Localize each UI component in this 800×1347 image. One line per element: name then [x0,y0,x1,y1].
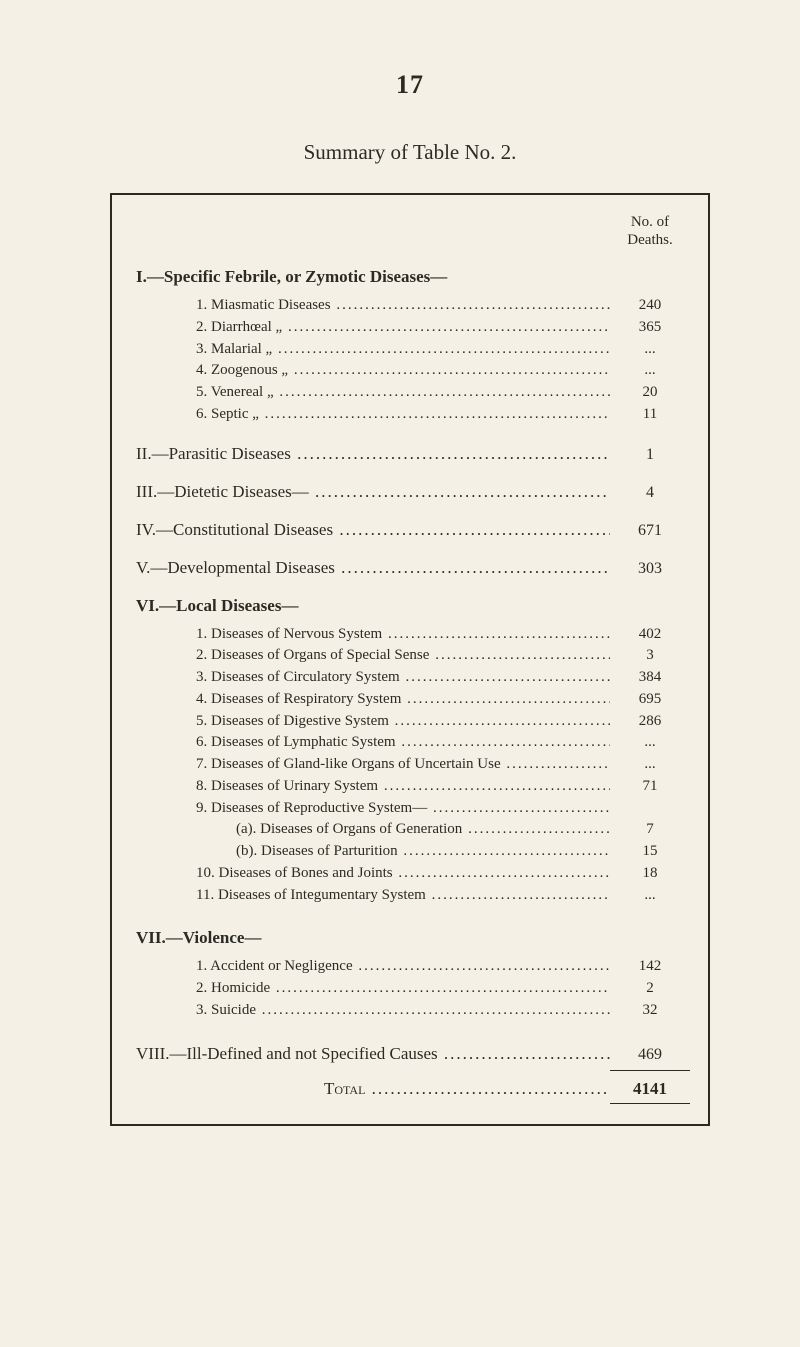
section-I-head: I.—Specific Febrile, or Zymotic Diseases… [136,267,690,287]
sec-VI-item2-0-label: 10. Diseases of Bones and Joints [136,863,610,885]
sec-VI-item-3-label: 4. Diseases of Respiratory System [136,689,610,711]
sec-I-item-2-label: 3. Malarial „ [136,339,610,361]
page-number: 17 [110,70,710,100]
sec-VI-item2-1-val: ... [610,885,690,907]
section-IV-val: 671 [610,522,690,540]
sec-VI-item-4-val: 286 [610,711,690,733]
sec-VI-sub-1-label: (b). Diseases of Parturition [136,841,610,863]
sec-VI-sub-0: (a). Diseases of Organs of Generation7 [136,819,690,841]
sec-I-item-0-val: 240 [610,295,690,317]
sec-VI-item-5: 6. Diseases of Lymphatic System... [136,732,690,754]
sec-VII-item-1-val: 2 [610,978,690,1000]
sec-I-item-1-label: 2. Diarrhœal „ [136,317,610,339]
sec-VI-item2-0: 10. Diseases of Bones and Joints18 [136,863,690,885]
sec-I-item-3: 4. Zoogenous „... [136,360,690,382]
sec-I-item-4-val: 20 [610,382,690,404]
section-VII-head: VII.—Violence— [136,928,690,948]
sec-I-item-4: 5. Venereal „20 [136,382,690,404]
sec-VII-item-2: 3. Suicide32 [136,1000,690,1022]
section-II: II.—Parasitic Diseases 1 [136,444,690,464]
section-V: V.—Developmental Diseases 303 [136,558,690,578]
sec-I-item-3-val: ... [610,360,690,382]
sec-I-item-3-label: 4. Zoogenous „ [136,360,610,382]
sec-I-item-5-label: 6. Septic „ [136,404,610,426]
sec-VII-item-0: 1. Accident or Negligence142 [136,956,690,978]
sec-VI-item-6-label: 7. Diseases of Gland-like Organs of Unce… [136,754,610,776]
sec-VI-sub-1-val: 15 [610,841,690,863]
summary-table: No. of Deaths. I.—Specific Febrile, or Z… [110,193,710,1126]
sec-VI-item-2-val: 384 [610,667,690,689]
sec-VI-item-1: 2. Diseases of Organs of Special Sense3 [136,645,690,667]
sec-I-item-5-val: 11 [610,404,690,426]
sec-VI-item-2-label: 3. Diseases of Circulatory System [136,667,610,689]
sec-VI-item-2: 3. Diseases of Circulatory System384 [136,667,690,689]
sec-VI-sub-0-label: (a). Diseases of Organs of Generation [136,819,610,841]
total-label: Total [324,1079,610,1099]
sec-VI-item-8-label: 9. Diseases of Reproductive System— [136,798,610,820]
section-VI-head: VI.—Local Diseases— [136,596,690,616]
sec-VI-item2-0-val: 18 [610,863,690,885]
col-header-deaths: No. of Deaths. [610,213,690,249]
sec-VI-item-8: 9. Diseases of Reproductive System— [136,798,690,820]
section-IV: IV.—Constitutional Diseases 671 [136,520,690,540]
sec-VI-item2-1: 11. Diseases of Integumentary System... [136,885,690,907]
sec-VII-item-0-val: 142 [610,956,690,978]
sec-VI-sub-1: (b). Diseases of Parturition15 [136,841,690,863]
section-VIII: VIII.—Ill-Defined and not Specified Caus… [136,1044,690,1064]
sec-VI-item-7-label: 8. Diseases of Urinary System [136,776,610,798]
sec-VI-item-7: 8. Diseases of Urinary System71 [136,776,690,798]
sec-VI-item-0: 1. Diseases of Nervous System402 [136,624,690,646]
sec-I-item-4-label: 5. Venereal „ [136,382,610,404]
sec-VI-item-5-val: ... [610,732,690,754]
sec-VI-item-6-val: ... [610,754,690,776]
sec-VII-item-0-label: 1. Accident or Negligence [136,956,610,978]
sec-VI-item-3-val: 695 [610,689,690,711]
sec-VI-sub-0-val: 7 [610,819,690,841]
sec-VI-item-5-label: 6. Diseases of Lymphatic System [136,732,610,754]
section-V-val: 303 [610,560,690,578]
sec-VI-item-0-val: 402 [610,624,690,646]
sec-VI-item-7-val: 71 [610,776,690,798]
sec-VI-item-6: 7. Diseases of Gland-like Organs of Unce… [136,754,690,776]
page: 17 Summary of Table No. 2. No. of Deaths… [0,0,800,1347]
total-value: 4141 [610,1079,690,1099]
sec-VI-item2-1-label: 11. Diseases of Integumentary System [136,885,610,907]
sec-VII-item-1: 2. Homicide2 [136,978,690,1000]
sec-I-item-5: 6. Septic „11 [136,404,690,426]
sec-VI-item-1-val: 3 [610,645,690,667]
total-rule [610,1070,690,1071]
sec-VI-item-0-label: 1. Diseases of Nervous System [136,624,610,646]
sec-I-item-2-val: ... [610,339,690,361]
sec-I-item-1: 2. Diarrhœal „365 [136,317,690,339]
sec-VI-item-1-label: 2. Diseases of Organs of Special Sense [136,645,610,667]
section-II-val: 1 [610,446,690,464]
sec-VI-item-3: 4. Diseases of Respiratory System695 [136,689,690,711]
section-III: III.—Dietetic Diseases— 4 [136,482,690,502]
table-title: Summary of Table No. 2. [110,140,710,165]
sec-I-item-0-label: 1. Miasmatic Diseases [136,295,610,317]
section-III-val: 4 [610,484,690,502]
sec-I-item-1-val: 365 [610,317,690,339]
sec-I-item-2: 3. Malarial „... [136,339,690,361]
sec-VII-item-1-label: 2. Homicide [136,978,610,1000]
section-VIII-val: 469 [610,1046,690,1064]
total-row: Total 4141 [136,1079,690,1099]
header-row: No. of Deaths. [136,213,690,249]
sec-I-item-0: 1. Miasmatic Diseases240 [136,295,690,317]
total-rule-bottom [610,1103,690,1104]
sec-VI-item-4-label: 5. Diseases of Digestive System [136,711,610,733]
sec-VII-item-2-label: 3. Suicide [136,1000,610,1022]
sec-VII-item-2-val: 32 [610,1000,690,1022]
sec-VI-item-4: 5. Diseases of Digestive System286 [136,711,690,733]
